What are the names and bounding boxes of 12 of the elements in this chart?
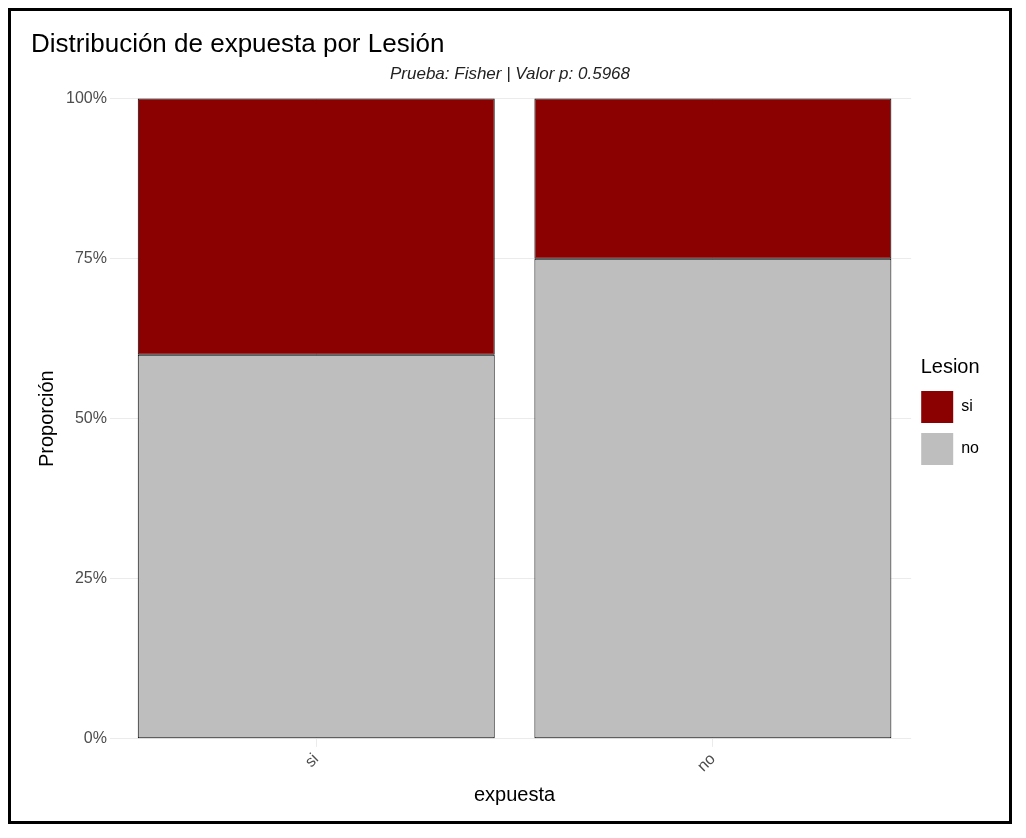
y-tick-label: 100% [66, 89, 107, 107]
legend-label: si [961, 397, 973, 415]
x-axis-title: expuesta [473, 782, 557, 805]
y-axis-title: Proporción [34, 370, 57, 468]
legend-label: no [961, 439, 980, 457]
y-tick-label: 0% [83, 729, 107, 747]
chart-subtitle: Prueba: Fisher | Valor p: 0.5968 [389, 64, 631, 84]
y-tick-label: 75% [74, 249, 107, 267]
y-tick-label: 25% [74, 569, 107, 587]
y-tick-label: 50% [74, 409, 107, 427]
chart-title: Distribución de expuesta por Lesión [31, 27, 445, 58]
legend-title: Lesion [920, 354, 980, 377]
